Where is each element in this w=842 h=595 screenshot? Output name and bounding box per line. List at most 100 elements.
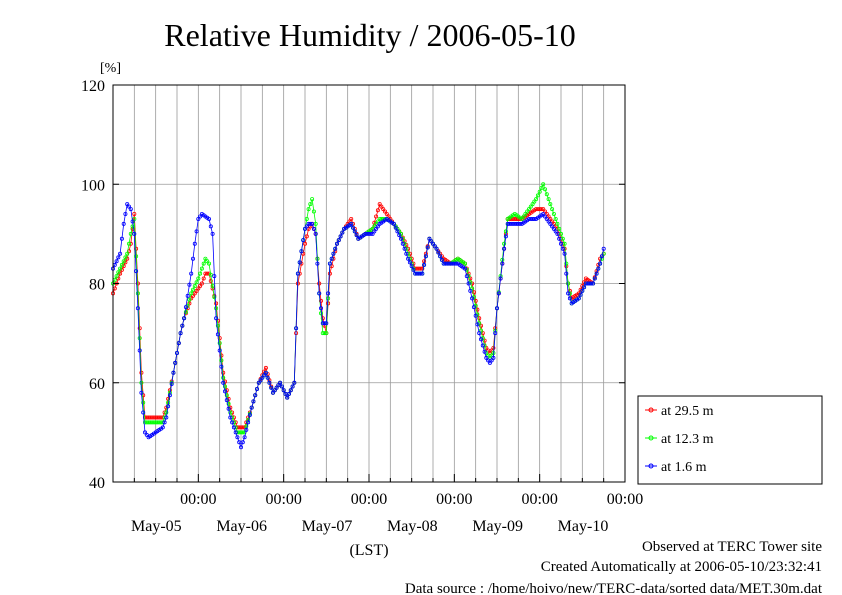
data-point (292, 380, 297, 385)
y-axis-unit: [%] (100, 61, 121, 76)
data-point (171, 370, 176, 375)
data-point (430, 241, 435, 246)
data-point (391, 221, 396, 226)
data-point (374, 226, 379, 231)
data-point (539, 185, 544, 190)
data-point (324, 321, 329, 326)
data-point (349, 221, 354, 226)
data-point (119, 262, 124, 267)
x-tick-time: 00:00 (521, 491, 557, 508)
data-point (192, 241, 197, 246)
data-point (304, 224, 309, 229)
data-point (123, 211, 128, 216)
data-point (375, 208, 380, 213)
data-point (128, 207, 133, 212)
data-point (299, 249, 304, 254)
data-point (240, 440, 245, 445)
data-point (537, 189, 542, 194)
legend-box (637, 395, 823, 485)
data-point (203, 256, 208, 261)
data-point (214, 316, 219, 321)
data-point (137, 348, 142, 353)
data-point (221, 380, 226, 385)
data-point (215, 323, 220, 328)
data-point (203, 271, 208, 276)
data-point (311, 226, 316, 231)
data-point (327, 271, 332, 276)
footer-source: Data source : /home/hoivo/new/TERC-data/… (405, 581, 823, 595)
data-point (482, 349, 487, 354)
data-point (304, 216, 309, 221)
data-point (278, 380, 283, 385)
data-point (297, 260, 302, 265)
data-point (233, 430, 238, 435)
data-point (480, 343, 485, 348)
y-tick-label: 80 (89, 277, 105, 294)
y-tick-label: 100 (81, 177, 105, 194)
data-point (134, 269, 139, 274)
data-point (189, 291, 194, 296)
data-point (130, 219, 135, 224)
data-point (183, 305, 188, 310)
data-point (439, 257, 444, 262)
data-point (555, 231, 560, 236)
x-tick-time: 00:00 (351, 491, 387, 508)
data-point (436, 250, 441, 255)
data-point (329, 256, 334, 261)
data-point (527, 207, 532, 212)
data-point (544, 192, 549, 197)
data-point (125, 251, 130, 256)
y-tick-label: 60 (89, 376, 105, 393)
data-point (427, 236, 432, 241)
data-point (318, 298, 323, 303)
data-point (251, 399, 256, 404)
data-point (471, 305, 476, 310)
data-point (158, 420, 163, 425)
x-axis: 00:00May-0500:00May-0600:00May-0700:00Ma… (131, 474, 643, 535)
data-point (398, 236, 403, 241)
data-point (503, 234, 508, 239)
data-point (338, 234, 343, 239)
data-point (407, 260, 412, 265)
x-tick-time: 00:00 (180, 491, 216, 508)
data-point (116, 255, 121, 260)
data-point (189, 271, 194, 276)
data-point (317, 281, 322, 286)
data-point (438, 254, 443, 259)
data-point (183, 309, 188, 314)
data-point (555, 221, 560, 226)
data-point (169, 381, 174, 386)
data-point (434, 246, 439, 251)
data-point (310, 221, 315, 226)
data-point (121, 259, 126, 264)
data-point (406, 256, 411, 261)
data-point (308, 221, 313, 226)
data-point (462, 261, 467, 266)
data-point (125, 202, 130, 207)
data-point (311, 209, 316, 214)
data-point (135, 306, 140, 311)
data-point (178, 331, 183, 336)
data-point (231, 425, 236, 430)
data-point (210, 283, 215, 288)
data-point (142, 420, 147, 425)
data-point (214, 301, 219, 306)
data-point (244, 427, 249, 432)
x-tick-time: 00:00 (265, 491, 301, 508)
data-point (212, 295, 217, 300)
data-point (235, 435, 240, 440)
data-point (327, 261, 332, 266)
data-point (230, 420, 235, 425)
data-point (478, 328, 483, 333)
data-point (185, 293, 190, 298)
footer-created: Created Automatically at 2006-05-10/23:3… (541, 559, 822, 575)
data-point (543, 209, 548, 214)
data-point (192, 283, 197, 288)
data-point (478, 337, 483, 342)
data-point (301, 251, 306, 256)
data-point (422, 262, 427, 267)
legend-swatch-marker (648, 435, 654, 441)
data-point (429, 239, 434, 244)
data-point (551, 226, 556, 231)
data-point (162, 420, 167, 425)
